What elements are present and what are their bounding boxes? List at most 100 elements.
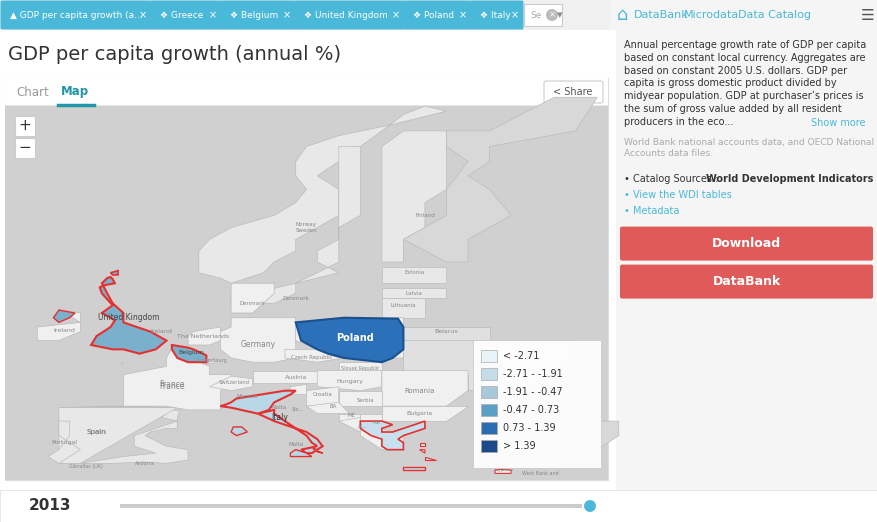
Text: Italy: Italy	[271, 413, 288, 422]
Text: • Metadata: • Metadata	[624, 206, 680, 216]
Polygon shape	[232, 427, 247, 435]
Text: midyear population. GDP at purchaser’s prices is: midyear population. GDP at purchaser’s p…	[624, 91, 864, 101]
Text: -2.71 - -1.91: -2.71 - -1.91	[503, 369, 563, 379]
Text: Slovak Republic: Slovak Republic	[341, 365, 380, 371]
Polygon shape	[290, 384, 306, 395]
Text: Poland: Poland	[336, 333, 374, 343]
Text: ❖ Greece: ❖ Greece	[160, 10, 203, 19]
Text: ×: ×	[392, 10, 400, 20]
Text: Bulgaria: Bulgaria	[407, 411, 432, 416]
Bar	[610, 0, 877, 30]
Text: ×: ×	[283, 10, 291, 20]
Text: World Bank national accounts data, and OECD National: World Bank national accounts data, and O…	[624, 138, 874, 147]
Bar	[5, 106, 608, 480]
Text: ▾: ▾	[557, 10, 563, 20]
Polygon shape	[381, 299, 425, 318]
Text: • Catalog Sources :: • Catalog Sources :	[624, 174, 722, 184]
Polygon shape	[317, 371, 381, 390]
Polygon shape	[511, 421, 619, 449]
Polygon shape	[91, 277, 167, 354]
Text: Malta: Malta	[289, 442, 303, 447]
Text: Germany: Germany	[240, 340, 275, 350]
Text: DataBank: DataBank	[712, 275, 781, 288]
Text: Luxembourg: Luxembourg	[196, 358, 227, 363]
Polygon shape	[381, 267, 446, 283]
Text: Map: Map	[61, 86, 89, 99]
Polygon shape	[495, 469, 511, 473]
Polygon shape	[425, 457, 436, 460]
Polygon shape	[360, 418, 381, 429]
Bar	[481, 386, 497, 398]
Text: 2013: 2013	[29, 499, 71, 514]
Polygon shape	[253, 147, 360, 303]
Text: Estonia: Estonia	[404, 270, 424, 275]
Polygon shape	[59, 408, 177, 464]
Polygon shape	[403, 97, 597, 262]
Text: Al...: Al...	[358, 424, 367, 429]
Text: ×: ×	[459, 10, 467, 20]
Text: Belarus: Belarus	[435, 329, 459, 334]
Text: the sum of gross value added by all resident: the sum of gross value added by all resi…	[624, 104, 842, 114]
Text: Croatia: Croatia	[313, 392, 332, 397]
Polygon shape	[220, 318, 296, 362]
Bar	[15, 138, 35, 158]
Polygon shape	[53, 310, 75, 323]
Text: 0.73 - 1.39: 0.73 - 1.39	[503, 423, 556, 433]
Bar	[481, 350, 497, 362]
Polygon shape	[253, 371, 328, 383]
Text: Se: Se	[530, 10, 541, 19]
FancyBboxPatch shape	[544, 81, 603, 103]
Polygon shape	[124, 348, 232, 410]
Text: Austria: Austria	[285, 375, 307, 381]
Polygon shape	[419, 449, 425, 453]
Text: Ireland: Ireland	[150, 329, 172, 334]
Text: ❖ Italy: ❖ Italy	[480, 10, 510, 19]
Text: DataBank: DataBank	[634, 10, 688, 20]
Polygon shape	[403, 327, 489, 340]
Polygon shape	[172, 345, 206, 362]
Text: Finland: Finland	[415, 213, 435, 218]
Bar	[15, 116, 35, 136]
Text: GDP per capita growth (annual %): GDP per capita growth (annual %)	[8, 45, 341, 65]
Bar	[5, 78, 608, 480]
Bar	[120, 504, 590, 508]
Text: World Development Indicators: World Development Indicators	[706, 174, 873, 184]
FancyBboxPatch shape	[470, 1, 524, 30]
Text: ▲ GDP per capita growth (a...: ▲ GDP per capita growth (a...	[10, 10, 143, 19]
Text: ×: ×	[548, 10, 555, 19]
Text: Switzerland: Switzerland	[219, 380, 250, 385]
Polygon shape	[210, 376, 253, 390]
Polygon shape	[199, 106, 446, 283]
Polygon shape	[111, 270, 118, 275]
Text: -0.47 - 0.73: -0.47 - 0.73	[503, 405, 560, 415]
Text: producers in the eco...: producers in the eco...	[624, 117, 733, 127]
Circle shape	[546, 9, 558, 21]
Bar	[524, 4, 562, 26]
Polygon shape	[360, 429, 403, 449]
Text: Gibraltar (UK): Gibraltar (UK)	[68, 464, 103, 469]
Polygon shape	[232, 288, 275, 308]
Polygon shape	[306, 387, 339, 406]
Polygon shape	[381, 131, 446, 262]
Text: ❖ United Kingdom: ❖ United Kingdom	[304, 10, 388, 19]
Text: Spain: Spain	[87, 429, 106, 435]
Text: France: France	[159, 382, 185, 391]
Polygon shape	[121, 362, 124, 365]
FancyBboxPatch shape	[151, 1, 222, 30]
Text: BA: BA	[330, 404, 337, 409]
Circle shape	[583, 499, 597, 513]
Polygon shape	[220, 390, 296, 413]
FancyBboxPatch shape	[1, 1, 152, 30]
Polygon shape	[290, 449, 312, 457]
Text: Malta: Malta	[272, 405, 287, 410]
Polygon shape	[381, 288, 446, 299]
Text: Cyprus: Cyprus	[495, 467, 514, 472]
Text: ×: ×	[139, 10, 147, 20]
Text: Ireland: Ireland	[53, 328, 75, 333]
Text: Denmark: Denmark	[239, 301, 266, 306]
Text: The Netherlands: The Netherlands	[177, 334, 229, 339]
Text: Download: Download	[712, 237, 781, 250]
Text: Spain: Spain	[87, 429, 107, 435]
Bar	[473, 340, 601, 468]
Text: Serbia: Serbia	[357, 398, 374, 402]
